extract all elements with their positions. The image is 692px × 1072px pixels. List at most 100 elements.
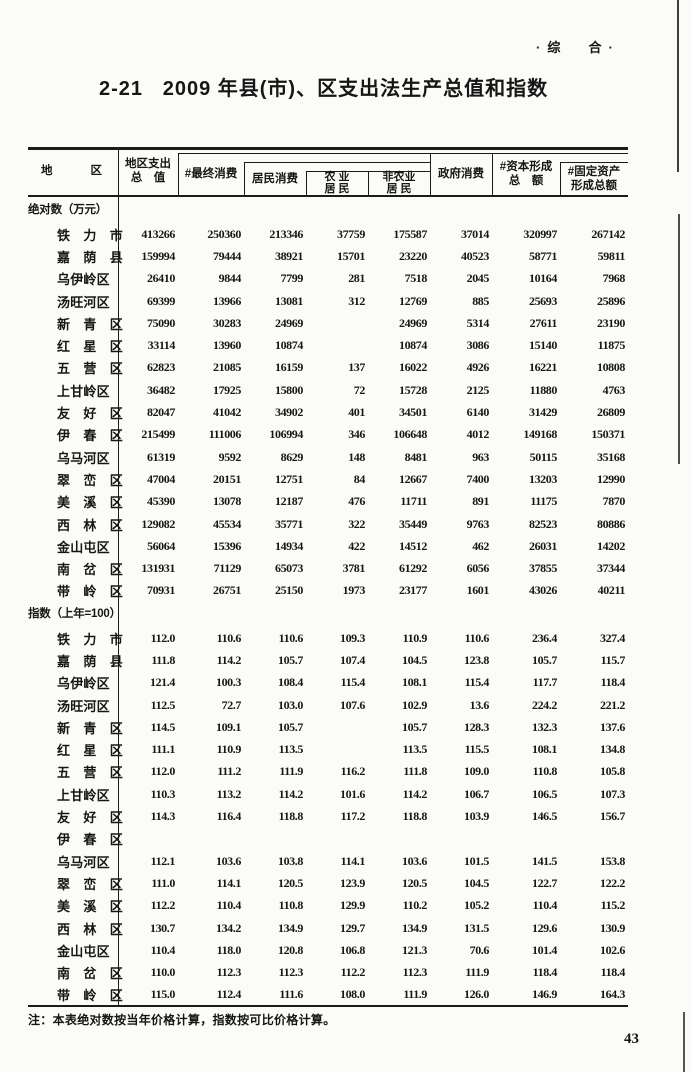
value-cell: 149168 bbox=[523, 427, 557, 442]
value-cell: 15728 bbox=[398, 382, 427, 397]
region-name: 翠 峦 区 bbox=[57, 876, 124, 892]
table-row: 新 青 区 114.5 109.1 105.7 105.7 128.3 132.3 137.6 bbox=[28, 716, 628, 738]
value-cell: 221.2 bbox=[599, 697, 625, 712]
table-row: 五 营 区 62823 21085 16159 137 16022 4926 16221 108… bbox=[28, 357, 628, 379]
value-cell: 70931 bbox=[146, 583, 175, 598]
value-cell: 134.9 bbox=[401, 920, 427, 935]
value-cell: 112.0 bbox=[150, 630, 176, 645]
region-name: 金山屯区 bbox=[57, 539, 110, 555]
value-cell: 111.9 bbox=[465, 965, 489, 980]
value-cell: 100.3 bbox=[215, 675, 241, 690]
value-cell: 11875 bbox=[597, 338, 626, 353]
value-cell: 62823 bbox=[146, 360, 175, 375]
table-row: 五 营 区 112.0 111.2 111.9 116.2 111.8 109.0 110.8… bbox=[28, 761, 628, 783]
value-cell: 885 bbox=[472, 293, 489, 308]
table-row: 红 星 区 111.1 110.9 113.5 113.5 115.5 108.1 134.8 bbox=[28, 739, 628, 761]
value-cell: 1973 bbox=[342, 583, 366, 598]
value-cell: 79444 bbox=[212, 248, 241, 263]
value-cell: 123.9 bbox=[339, 875, 365, 890]
scan-edge-line bbox=[678, 214, 680, 464]
value-cell: 1601 bbox=[466, 583, 490, 598]
value-cell: 116.2 bbox=[340, 764, 366, 779]
value-cell: 50115 bbox=[529, 449, 558, 464]
region-column-divider bbox=[118, 147, 119, 1007]
region-name: 新 青 区 bbox=[57, 316, 124, 332]
region-name: 南 岔 区 bbox=[57, 562, 124, 578]
gdp-expenditure-table: 地 区 地区支出 总 值 #最终消费 居民消费 农 业 居 民 非农业 居 民 bbox=[28, 147, 628, 1007]
value-cell: 10164 bbox=[528, 271, 557, 286]
value-cell: 36482 bbox=[146, 382, 175, 397]
value-cell: 107.3 bbox=[599, 786, 625, 801]
col-label: 居民消费 bbox=[252, 172, 298, 185]
value-cell: 16221 bbox=[528, 360, 557, 375]
value-cell: 4012 bbox=[466, 427, 490, 442]
value-cell: 43026 bbox=[528, 583, 557, 598]
value-cell: 131931 bbox=[141, 561, 175, 576]
table-row: 金山屯区 56064 15396 14934 422 14512 462 26031 14202 bbox=[28, 535, 628, 557]
value-cell: 236.4 bbox=[531, 630, 557, 645]
value-cell: 35168 bbox=[596, 449, 625, 464]
value-cell: 891 bbox=[472, 494, 489, 509]
value-cell: 37855 bbox=[528, 561, 557, 576]
table-row: 嘉 荫 县 159994 79444 38921 15701 23220 40523 5877… bbox=[28, 245, 628, 267]
region-name: 嘉 荫 县 bbox=[57, 653, 124, 669]
region-name: 汤旺河区 bbox=[57, 698, 110, 714]
value-cell: 462 bbox=[472, 538, 489, 553]
value-cell: 72.7 bbox=[221, 697, 242, 712]
value-cell: 213346 bbox=[269, 226, 303, 241]
value-cell: 112.1 bbox=[150, 853, 176, 868]
value-cell: 159994 bbox=[141, 248, 175, 263]
region-name: 五 营 区 bbox=[57, 765, 124, 781]
table-row: 南 岔 区 110.0 112.3 112.3 112.2 112.3 111.9 118.4… bbox=[28, 962, 628, 984]
table-row: 美 溪 区 112.2 110.4 110.8 129.9 110.2 105.2 110.4… bbox=[28, 895, 628, 917]
value-cell: 27611 bbox=[529, 315, 558, 330]
col-region: 地 区 bbox=[28, 147, 118, 195]
header-vline bbox=[178, 153, 179, 197]
value-cell: 14202 bbox=[596, 538, 625, 553]
value-cell: 25693 bbox=[528, 293, 557, 308]
value-cell: 114.1 bbox=[216, 875, 242, 890]
table-row: 上甘岭区 36482 17925 15800 72 15728 2125 11880 4763 bbox=[28, 379, 628, 401]
header-group-rule-1 bbox=[178, 153, 628, 154]
region-name: 嘉 荫 县 bbox=[57, 249, 124, 265]
table-row: 铁 力 市 112.0 110.6 110.6 109.3 110.9 110.6 236.4… bbox=[28, 627, 628, 649]
value-cell: 113.5 bbox=[278, 742, 304, 757]
value-cell: 110.6 bbox=[464, 630, 490, 645]
region-name: 铁 力 市 bbox=[57, 631, 124, 647]
chapter-label: ·综 合· bbox=[536, 40, 620, 55]
value-cell: 110.9 bbox=[216, 742, 242, 757]
value-cell: 128.3 bbox=[463, 719, 489, 734]
value-cell: 132.3 bbox=[531, 719, 557, 734]
col-label: 总 额 bbox=[508, 175, 544, 187]
value-cell: 25150 bbox=[274, 583, 303, 598]
value-cell: 118.4 bbox=[600, 965, 626, 980]
value-cell: 2125 bbox=[466, 382, 490, 397]
value-cell: 110.4 bbox=[216, 898, 242, 913]
table-row: 带 岭 区 70931 26751 25150 1973 23177 1601 43026 40… bbox=[28, 580, 628, 602]
value-cell: 25896 bbox=[596, 293, 625, 308]
value-cell: 122.2 bbox=[599, 875, 625, 890]
page-title: 2-21 2009 年县(市)、区支出法生产总值和指数 bbox=[99, 78, 549, 100]
value-cell: 59811 bbox=[597, 248, 626, 263]
table-row: 南 岔 区 131931 71129 65073 3781 61292 6056 37855 3… bbox=[28, 557, 628, 579]
value-cell: 115.2 bbox=[600, 898, 626, 913]
value-cell: 12667 bbox=[398, 471, 427, 486]
region-name: 西 林 区 bbox=[57, 517, 124, 533]
value-cell: 134.8 bbox=[599, 742, 625, 757]
value-cell: 9763 bbox=[466, 516, 490, 531]
col-label: 形成总额 bbox=[571, 179, 617, 192]
value-cell: 40523 bbox=[460, 248, 489, 263]
region-name: 伊 春 区 bbox=[57, 832, 124, 848]
value-cell: 110.6 bbox=[216, 630, 242, 645]
value-cell: 34501 bbox=[398, 405, 427, 420]
value-cell: 141.5 bbox=[531, 853, 557, 868]
value-cell: 12990 bbox=[596, 471, 625, 486]
value-cell: 38921 bbox=[274, 248, 303, 263]
value-cell: 111.0 bbox=[151, 875, 175, 890]
value-cell: 110.4 bbox=[150, 942, 176, 957]
value-cell: 75090 bbox=[146, 315, 175, 330]
table-row: 汤旺河区 112.5 72.7 103.0 107.6 102.9 13.6 224.2 221… bbox=[28, 694, 628, 716]
table-row: 乌马河区 61319 9592 8629 148 8481 963 50115 35168 bbox=[28, 446, 628, 468]
value-cell: 82523 bbox=[528, 516, 557, 531]
